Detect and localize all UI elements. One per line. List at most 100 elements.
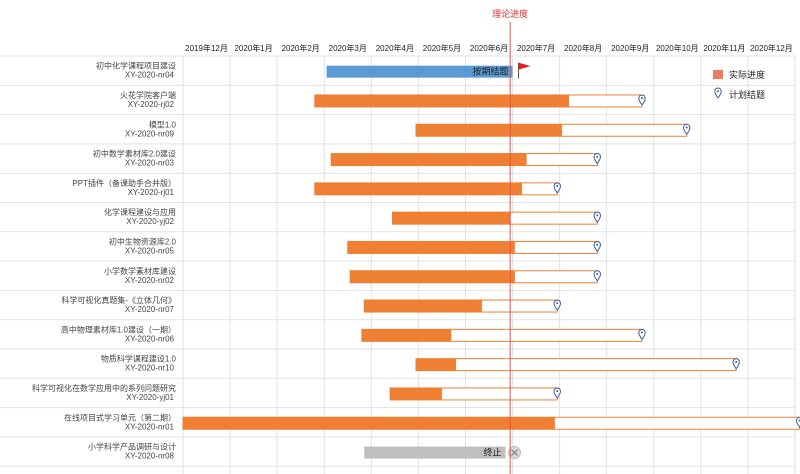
- planned-end-icon: [683, 123, 691, 136]
- task-name: 高中物理素材库1.0建设（一期）: [61, 324, 176, 334]
- pin-shape: [553, 387, 561, 399]
- task-name: 在线项目式学习单元（第二期）: [64, 412, 176, 422]
- legend-planned-label: 计划结题: [729, 89, 765, 100]
- pin-shape: [593, 153, 601, 165]
- month-label: 2020年7月: [517, 43, 555, 53]
- month-label: 2019年12月: [185, 43, 228, 53]
- actual-bar[interactable]: [361, 329, 452, 342]
- planned-end-icon: [732, 358, 740, 370]
- task-row[interactable]: 科学可视化真题集-《立体几何》XY-2020-nr07: [61, 295, 561, 314]
- pin-dot: [596, 155, 599, 158]
- month-axis: 2019年12月 2020年1月 2020年2月 2020年3月 2020年4月 2020…: [185, 43, 793, 53]
- pin-shape: [553, 299, 561, 311]
- pin-shape: [732, 358, 740, 370]
- pin-dot: [735, 360, 738, 363]
- actual-bar[interactable]: [390, 387, 442, 400]
- pin-dot: [717, 90, 719, 93]
- task-name: 小学数学素材库建设: [104, 266, 176, 276]
- month-label: 2020年8月: [564, 43, 602, 53]
- task-name: 小学科学产品调研与设计: [88, 442, 176, 452]
- task-row[interactable]: 初中生物资源库2.0XY-2020-nr05: [109, 236, 601, 255]
- actual-bar[interactable]: [364, 446, 506, 459]
- actual-bar[interactable]: [364, 300, 482, 313]
- task-row[interactable]: PPT插件（备课助手合并版）XY-2020-rj01: [72, 178, 561, 197]
- legend-actual-swatch: [713, 70, 723, 79]
- theory-progress-label: 理论进度: [492, 8, 528, 19]
- theory-progress-line: 理论进度: [492, 8, 528, 474]
- terminated-cross: [511, 449, 518, 457]
- actual-bar[interactable]: [314, 182, 522, 195]
- actual-bar[interactable]: [331, 153, 527, 166]
- actual-bar[interactable]: [183, 417, 555, 430]
- task-name: 初中化学课程项目建设: [96, 61, 176, 71]
- month-label: 2020年9月: [611, 43, 649, 53]
- task-row[interactable]: 在线项目式学习单元（第二期）XY-2020-nr01: [64, 412, 800, 431]
- month-label: 2020年10月: [656, 43, 699, 53]
- planned-end-icon: [714, 87, 722, 99]
- task-name: 科学可视化在数学应用中的系列问题研究: [32, 383, 176, 393]
- task-code: XY-2020-nr02: [125, 276, 175, 285]
- actual-bar[interactable]: [416, 358, 457, 371]
- planned-end-icon: [553, 299, 561, 311]
- month-label: 2020年4月: [376, 43, 414, 53]
- planned-end-icon: [593, 270, 601, 282]
- actual-bar[interactable]: [314, 94, 570, 107]
- actual-bar[interactable]: [350, 270, 515, 283]
- actual-bar[interactable]: [347, 241, 515, 254]
- task-code: XY-2020-rj02: [128, 100, 175, 109]
- month-label: 2020年2月: [282, 43, 320, 53]
- task-code: XY-2020-yj01: [126, 393, 174, 402]
- task-name: 物质科学课程建设1.0: [101, 354, 177, 364]
- actual-bar[interactable]: [416, 124, 562, 137]
- month-label: 2020年11月: [703, 43, 745, 53]
- task-row[interactable]: 模型1.0XY-2020-nr09: [125, 119, 691, 138]
- pin-dot: [641, 97, 643, 100]
- task-name: 模型1.0: [149, 119, 177, 129]
- task-code: XY-2020-nr04: [125, 71, 175, 80]
- pin-dot: [556, 390, 559, 393]
- status-text: 终止: [483, 447, 501, 458]
- task-code: XY-2020-nr07: [125, 305, 175, 314]
- status-text: 按期结题: [473, 66, 509, 77]
- pin-dot: [596, 272, 599, 275]
- pin-shape: [638, 328, 646, 341]
- task-code: XY-2020-nr10: [125, 364, 175, 373]
- gantt-grid: [0, 55, 796, 474]
- task-name: 火花学院客户端: [120, 90, 176, 100]
- task-code: XY-2020-nr09: [125, 129, 175, 138]
- month-label: 2020年3月: [329, 43, 367, 53]
- pin-shape: [553, 182, 561, 194]
- pin-shape: [638, 94, 646, 106]
- task-name: PPT插件（备课助手合并版）: [72, 178, 176, 188]
- task-row[interactable]: 高中物理素材库1.0建设（一期）XY-2020-nr06: [61, 324, 646, 343]
- terminated-icon: [507, 446, 521, 460]
- month-label: 2020年1月: [234, 43, 272, 53]
- task-code: XY-2020-nr05: [125, 246, 175, 255]
- task-code: XY-2020-rj01: [128, 188, 175, 197]
- actual-bar[interactable]: [326, 65, 513, 78]
- pin-shape: [683, 123, 691, 136]
- task-row[interactable]: 物质科学课程建设1.0XY-2020-nr10: [101, 354, 740, 373]
- task-name: 初中数学素材库2.0建设: [93, 149, 176, 159]
- task-code: XY-2020-nr01: [125, 422, 175, 431]
- pin-shape: [593, 211, 601, 223]
- actual-bar[interactable]: [392, 212, 511, 225]
- pin-dot: [556, 302, 559, 305]
- flag-icon: [518, 62, 531, 70]
- month-label: 2020年5月: [423, 43, 461, 53]
- planned-end-icon: [638, 94, 646, 106]
- planned-bar: [415, 358, 737, 372]
- pin-dot: [685, 126, 688, 129]
- task-code: XY-2020-nr06: [125, 334, 175, 343]
- pin-shape: [593, 241, 601, 253]
